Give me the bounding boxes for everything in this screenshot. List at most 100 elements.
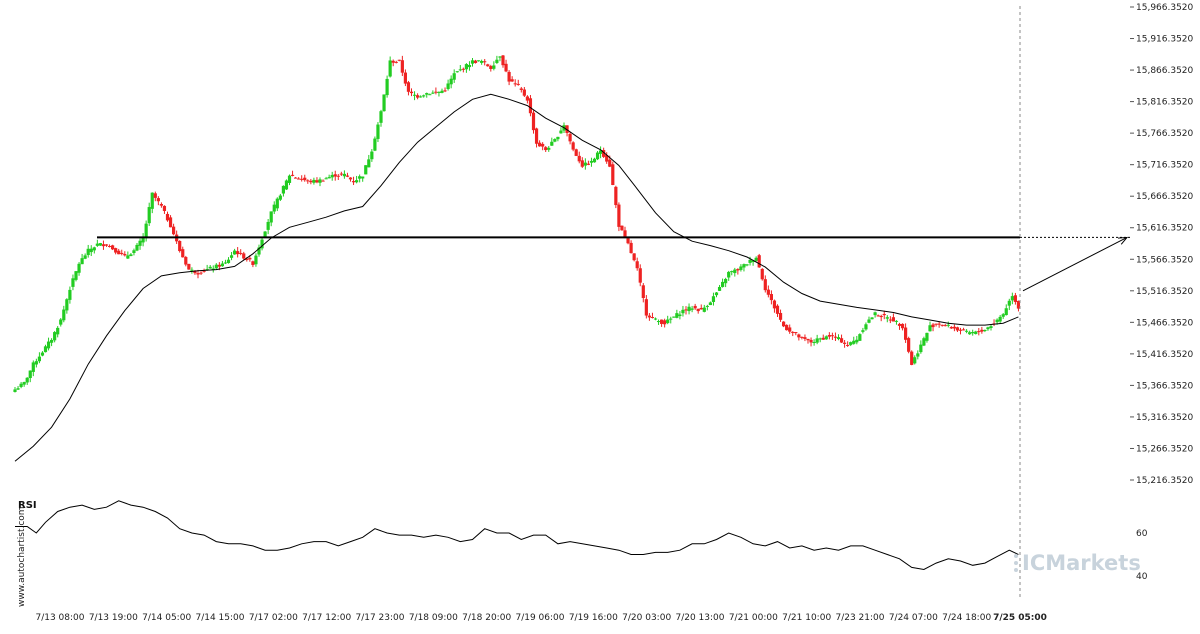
candle-down	[519, 86, 523, 93]
candle-up	[370, 149, 374, 162]
candle-up	[922, 336, 926, 347]
candle-down	[165, 211, 170, 222]
candle-down	[397, 59, 401, 62]
candle-down	[949, 326, 953, 329]
candle-up	[364, 165, 368, 175]
candle-up	[132, 248, 136, 256]
candle-down	[611, 161, 615, 186]
candle-up	[56, 326, 60, 338]
candle-down	[699, 304, 703, 310]
candle-down	[507, 70, 511, 86]
candle-up	[25, 377, 29, 385]
candle-down	[580, 157, 584, 168]
candle-up	[714, 292, 719, 298]
candle-up	[675, 309, 679, 319]
candle-down	[955, 326, 960, 333]
candle-up	[449, 75, 453, 89]
candle-down	[843, 340, 847, 348]
time-tick-label: 7/20 03:00	[622, 613, 671, 623]
candle-down	[958, 327, 963, 335]
candle-down	[525, 95, 529, 104]
brand-logo: ICMarkets	[1014, 551, 1141, 575]
candle-down	[162, 205, 167, 214]
time-tick-label: 7/21 10:00	[782, 613, 831, 623]
candle-down	[528, 95, 533, 117]
candle-up	[550, 137, 554, 146]
candle-up	[440, 88, 444, 94]
candle-up	[419, 95, 423, 98]
candle-up	[275, 197, 279, 212]
price-tick-label: 15,666.3520	[1136, 192, 1194, 202]
candle-up	[477, 60, 481, 62]
candle-down	[586, 160, 590, 166]
candle-down	[910, 350, 914, 366]
candle-down	[315, 177, 319, 184]
candle-up	[412, 91, 417, 101]
candle-up	[595, 150, 600, 161]
time-tick-label: 7/13 08:00	[35, 613, 84, 623]
candle-up	[754, 256, 758, 262]
time-tick-label: 7/24 07:00	[889, 613, 938, 623]
candle-down	[617, 202, 621, 232]
candle-up	[425, 92, 429, 98]
candle-up	[742, 263, 746, 272]
candle-down	[461, 67, 465, 73]
candle-up	[681, 305, 685, 317]
candle-down	[736, 268, 740, 275]
price-tick-label: 15,616.3520	[1136, 224, 1194, 234]
candle-down	[300, 175, 304, 182]
candle-down	[544, 146, 548, 153]
candle-up	[40, 351, 45, 357]
candle-up	[470, 57, 475, 67]
candle-up	[986, 326, 990, 331]
candle-down	[830, 332, 834, 340]
candle-up	[919, 340, 923, 354]
candle-down	[351, 176, 356, 186]
lines-layer	[14, 6, 1130, 600]
brand-name: ICMarkets	[1022, 551, 1141, 575]
candle-up	[126, 251, 130, 259]
candle-up	[211, 265, 215, 273]
candle-up	[599, 146, 603, 159]
candle-up	[861, 327, 865, 334]
price-tick-label: 15,816.3520	[1136, 98, 1194, 108]
rsi-title: RSI	[18, 500, 37, 511]
candle-up	[83, 253, 87, 260]
candle-up	[708, 301, 712, 306]
candle-up	[382, 94, 386, 112]
candle-down	[785, 324, 789, 331]
candle-down	[400, 55, 404, 77]
candle-up	[849, 341, 853, 347]
candle-up	[885, 315, 889, 323]
candle-down	[531, 110, 536, 134]
candle-up	[50, 338, 54, 347]
candle-up	[71, 274, 75, 291]
candle-down	[660, 319, 664, 327]
time-tick-label: 7/19 06:00	[515, 613, 564, 623]
candle-down	[635, 257, 639, 271]
candle-up	[135, 243, 139, 252]
candle-up	[266, 219, 270, 235]
forecast-arrow	[1022, 236, 1128, 292]
price-tick-label: 15,316.3520	[1136, 413, 1194, 423]
candle-up	[373, 136, 377, 152]
candle-up	[214, 263, 218, 270]
candle-up	[330, 171, 334, 181]
candle-down	[489, 64, 493, 72]
candle-up	[190, 267, 194, 274]
candle-down	[172, 223, 176, 236]
candle-up	[983, 329, 987, 333]
candle-down	[772, 299, 777, 313]
candle-up	[385, 75, 389, 98]
candle-up	[220, 260, 224, 267]
candle-down	[961, 327, 966, 331]
candle-up	[80, 253, 84, 265]
candle-down	[516, 79, 520, 86]
candle-down	[309, 178, 313, 185]
price-tick-label: 15,516.3520	[1136, 287, 1194, 297]
candle-up	[367, 154, 371, 168]
candle-up	[812, 339, 816, 346]
candle-down	[294, 176, 298, 179]
candle-up	[226, 257, 231, 264]
candle-down	[434, 87, 438, 95]
